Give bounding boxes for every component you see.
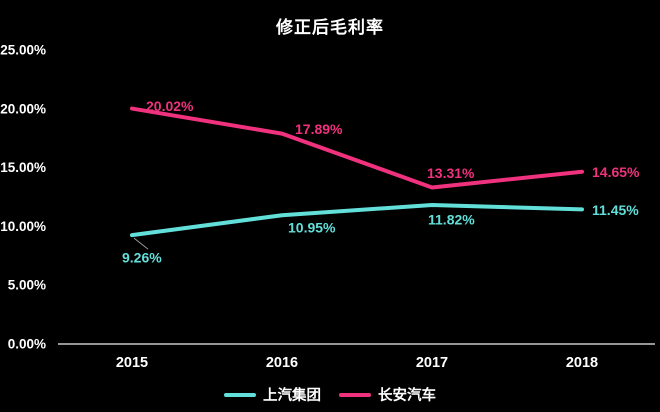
x-axis-label-2018: 2018 (566, 355, 598, 371)
legend-item-saic[interactable]: 上汽集团 (224, 384, 321, 405)
data-label-14.65%: 14.65% (592, 164, 640, 180)
y-axis-tick-label: 5.00% (8, 278, 46, 293)
y-axis-tick-label: 20.00% (0, 101, 46, 116)
y-axis-tick-label: 25.00% (0, 43, 46, 58)
legend-item-changan[interactable]: 长安汽车 (339, 384, 436, 405)
legend-swatch-saic-line (224, 392, 256, 397)
data-label-11.82%: 11.82% (428, 211, 475, 227)
data-label-17.89%: 17.89% (295, 121, 343, 137)
series-line-0[interactable] (130, 202, 584, 238)
legend: 上汽集团 长安汽车 (0, 384, 660, 405)
chart-title: 修正后毛利率 (276, 18, 384, 37)
data-label-11.45%: 11.45% (592, 202, 639, 218)
y-axis-tick-label: 0.00% (8, 337, 46, 352)
x-axis-label-2015: 2015 (116, 355, 148, 371)
series-line-1[interactable] (130, 106, 584, 190)
label-leader-line (133, 237, 149, 250)
data-label-13.31%: 13.31% (427, 165, 475, 181)
legend-swatch-changan-line (339, 392, 371, 397)
data-label-20.02%: 20.02% (146, 98, 194, 114)
y-axis-tick-label: 10.00% (0, 219, 46, 234)
x-axis-label-2017: 2017 (416, 355, 448, 371)
data-label-9.26%: 9.26% (122, 250, 162, 266)
y-axis-tick-label: 15.00% (0, 160, 46, 175)
legend-label-saic: 上汽集团 (263, 388, 321, 404)
legend-label-changan: 长安汽车 (378, 388, 436, 404)
data-label-10.95%: 10.95% (288, 220, 336, 236)
x-axis-label-2016: 2016 (266, 355, 298, 371)
